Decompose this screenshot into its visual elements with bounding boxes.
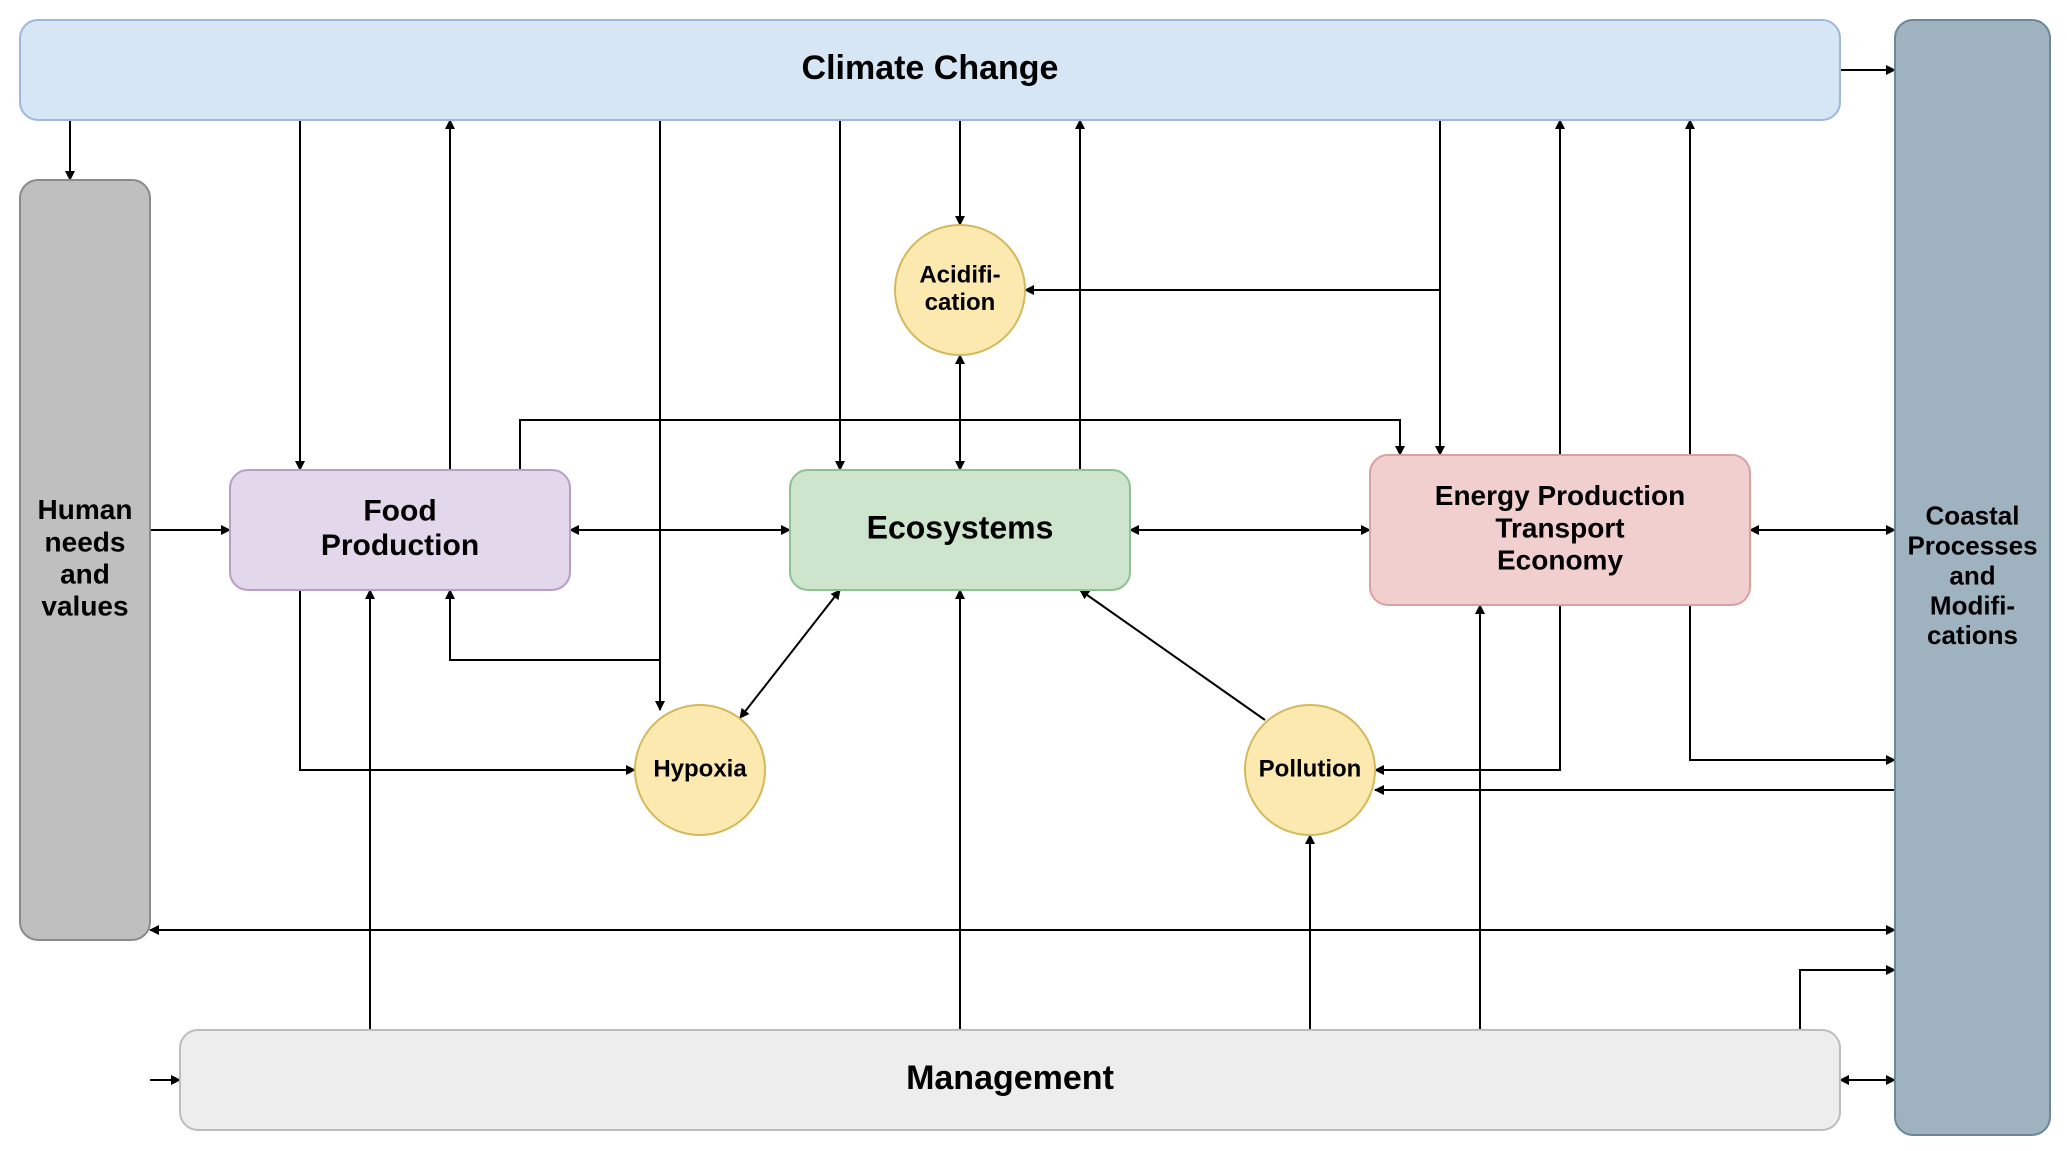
label-pollution: Pollution [1259,755,1362,782]
edge-energy-to-acid [1025,290,1440,455]
label-human: Human [38,494,133,525]
edge-food-to-hypoxia [300,590,635,770]
label-human: values [41,591,128,622]
label-coastal: Processes [1907,530,2037,560]
edge-mgmt-coastal-up [1800,970,1895,1030]
node-coastal: CoastalProcessesandModifi-cations [1895,20,2050,1135]
label-energy: Economy [1497,545,1623,576]
label-coastal: and [1949,560,1995,590]
node-climate: Climate Change [20,20,1840,120]
label-hypoxia: Hypoxia [653,755,747,782]
label-energy: Transport [1495,512,1624,543]
label-acid: cation [925,289,996,316]
label-acid: Acidifi- [919,262,1000,289]
label-climate: Climate Change [802,49,1059,87]
node-acid: Acidifi-cation [895,225,1025,355]
label-management: Management [906,1059,1114,1097]
node-hypoxia: Hypoxia [635,705,765,835]
diagram-canvas: Climate ChangeHumanneedsandvaluesCoastal… [0,0,2067,1151]
label-eco: Ecosystems [867,509,1054,545]
node-pollution: Pollution [1245,705,1375,835]
label-human: and [60,558,110,589]
node-energy: Energy ProductionTransportEconomy [1370,455,1750,605]
label-food: Production [321,529,479,562]
label-coastal: Coastal [1926,501,2020,531]
label-energy: Energy Production [1435,480,1685,511]
node-food: FoodProduction [230,470,570,590]
node-management: Management [180,1030,1840,1130]
label-coastal: Modifi- [1930,590,2015,620]
node-human: Humanneedsandvalues [20,180,150,940]
edge-hypoxia-to-eco [740,590,840,718]
node-eco: Ecosystems [790,470,1130,590]
label-food: Food [363,495,436,528]
edge-hypoxia-to-food [450,590,660,710]
label-human: needs [45,526,126,557]
label-coastal: cations [1927,620,2018,650]
edge-energy-to-pollution [1375,605,1560,770]
nodes-layer: Climate ChangeHumanneedsandvaluesCoastal… [20,20,2050,1135]
edge-coastal-to-pollution [1690,605,1895,760]
edge-eco-to-pollution [1080,590,1265,720]
